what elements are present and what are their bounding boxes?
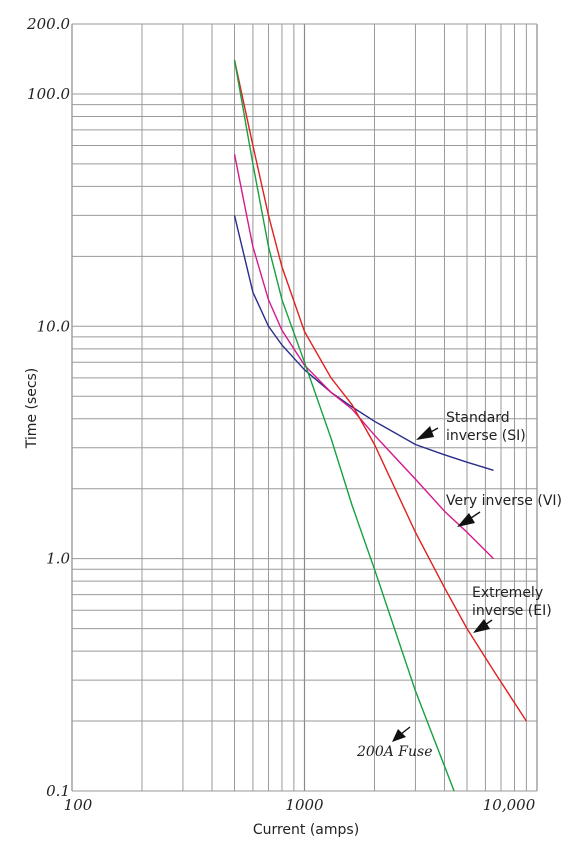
series-line-standard-inverse-si: [233, 215, 494, 471]
x-axis-title: Current (amps): [253, 822, 359, 838]
y-tick-label: 0.1: [46, 782, 70, 800]
y-tick-label: 1.0: [46, 550, 70, 568]
annotation-very-inverse: Very inverse (VI): [446, 493, 562, 527]
annotation-text: inverse (EI): [472, 603, 552, 619]
annotation-200a-fuse: 200A Fuse: [356, 726, 432, 760]
annotation-text: Standard: [446, 410, 510, 426]
arrowhead-icon: [392, 729, 406, 742]
y-axis-tick-labels: 0.1 1.0 10.0 100.0 200.0: [26, 15, 70, 800]
x-tick-label: 100: [64, 796, 93, 814]
y-axis-title: Time (secs): [24, 368, 40, 450]
series-line-very-inverse-vi: [233, 154, 494, 560]
annotation-text: inverse (SI): [446, 428, 526, 444]
chart-curves: [233, 59, 527, 792]
annotation-extremely-inverse: Extremely inverse (EI): [472, 585, 552, 633]
annotation-text: Extremely: [472, 585, 543, 601]
x-axis-tick-labels: 100 1000 10,000: [64, 796, 536, 814]
annotation-text: 200A Fuse: [356, 744, 432, 760]
annotation-text: Very inverse (VI): [446, 493, 562, 509]
arrowhead-icon: [473, 619, 490, 633]
x-tick-label: 10,000: [483, 796, 536, 814]
series-line-200a-fuse: [233, 59, 455, 792]
y-tick-label: 200.0: [26, 15, 70, 33]
series-line-extremely-inverse-ei: [233, 59, 527, 722]
y-tick-label: 100.0: [27, 85, 70, 103]
y-tick-label: 10.0: [37, 317, 71, 335]
arrowhead-icon: [416, 426, 434, 440]
chart-grid: [71, 23, 538, 792]
x-tick-label: 1000: [285, 796, 324, 814]
annotation-standard-inverse: Standard inverse (SI): [416, 410, 526, 444]
arrowhead-icon: [457, 513, 475, 527]
